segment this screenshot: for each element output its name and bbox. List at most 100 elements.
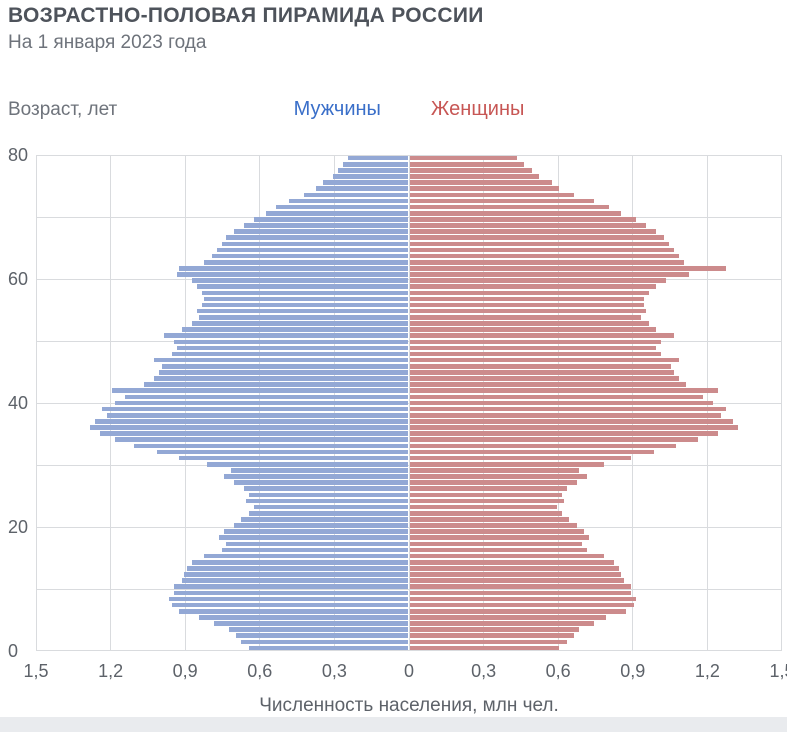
bar-women-age-41: [410, 394, 704, 400]
bar-men-age-35: [99, 431, 408, 436]
bar-women-age-62: [410, 266, 726, 271]
bar-women-age-28: [410, 474, 587, 479]
gridline-horizontal: [36, 155, 782, 156]
bar-women-age-70: [410, 217, 637, 222]
bar-women-age-7: [410, 602, 634, 608]
bar-women-age-18: [410, 535, 590, 541]
bar-men-age-40: [114, 400, 408, 406]
bar-men-age-56: [201, 302, 408, 308]
bar-men-age-39: [102, 406, 408, 412]
x-tick-label: 0: [403, 661, 415, 681]
bar-men-age-65: [216, 247, 408, 253]
bar-men-age-4: [214, 621, 408, 626]
bar-men-age-50: [174, 339, 408, 345]
bar-women-age-59: [410, 284, 657, 289]
bar-men-age-6: [179, 608, 408, 614]
gridline-horizontal: [36, 588, 782, 590]
bar-women-age-35: [410, 431, 719, 436]
bar-men-age-8: [169, 596, 408, 602]
bar-women-age-64: [410, 253, 679, 259]
x-tick-label: 1,2: [98, 661, 124, 681]
bar-men-age-73: [288, 198, 408, 204]
bar-women-age-77: [410, 174, 540, 179]
bar-women-age-71: [410, 210, 622, 216]
bar-men-age-7: [171, 602, 408, 608]
gridline-horizontal: [36, 526, 782, 528]
x-axis-caption: Численность населения, млн чел.: [259, 695, 559, 716]
bar-men-age-0: [248, 645, 408, 651]
bar-men-age-57: [204, 296, 408, 302]
bar-women-age-3: [410, 627, 580, 632]
bar-men-age-23: [253, 504, 408, 510]
bar-men-age-11: [181, 578, 408, 583]
gridline-horizontal: [36, 402, 782, 404]
x-tick-label: 0,3: [321, 661, 347, 681]
gridline-horizontal: [36, 464, 782, 466]
bar-men-age-76: [323, 180, 408, 185]
chart-title: ВОЗРАСТНО-ПОЛОВАЯ ПИРАМИДА РОССИИ: [8, 4, 484, 27]
bar-men-age-37: [94, 419, 408, 424]
legend: Мужчины Женщины: [36, 98, 782, 121]
x-tick-label: 1,5: [23, 661, 49, 681]
bar-women-age-30: [410, 461, 604, 467]
bar-men-age-24: [246, 498, 408, 504]
bar-men-age-26: [243, 486, 408, 492]
bar-men-age-28: [223, 474, 408, 479]
bar-women-age-73: [410, 198, 594, 204]
bar-men-age-78: [338, 168, 408, 173]
bar-men-age-12: [184, 572, 408, 577]
x-tick-label: 0,9: [172, 661, 198, 681]
bar-men-age-80: [348, 155, 408, 161]
bar-women-age-74: [410, 192, 575, 198]
bar-men-age-18: [219, 535, 408, 541]
bar-women-age-12: [410, 572, 622, 577]
bar-women-age-34: [410, 437, 699, 443]
bar-women-age-43: [410, 382, 687, 387]
bar-women-age-29: [410, 468, 580, 473]
bar-men-age-61: [176, 272, 408, 277]
bar-men-age-60: [191, 278, 408, 283]
bar-women-age-23: [410, 504, 557, 510]
bar-men-age-10: [174, 584, 408, 590]
chart-card: ВОЗРАСТНО-ПОЛОВАЯ ПИРАМИДА РОССИИ На 1 я…: [0, 0, 787, 717]
bar-men-age-17: [226, 541, 408, 547]
bar-women-age-13: [410, 566, 619, 571]
gridline-horizontal: [36, 216, 782, 218]
bar-women-age-75: [410, 186, 560, 192]
bar-women-age-49: [410, 345, 657, 351]
gridline-horizontal: [36, 650, 782, 651]
bar-women-age-72: [410, 204, 609, 210]
bar-women-age-21: [410, 517, 570, 522]
bar-men-age-15: [204, 553, 408, 559]
x-tick-label: 0,3: [471, 661, 497, 681]
bar-women-age-68: [410, 229, 657, 234]
bar-women-age-40: [410, 400, 714, 406]
bar-men-age-64: [211, 253, 408, 259]
bar-women-age-79: [410, 161, 525, 167]
bar-women-age-1: [410, 639, 567, 645]
bar-women-age-0: [410, 645, 560, 651]
gridline-horizontal: [36, 278, 782, 280]
bar-women-age-60: [410, 278, 667, 283]
bar-men-age-36: [89, 425, 408, 430]
bar-women-age-4: [410, 621, 594, 626]
bar-men-age-2: [236, 633, 408, 639]
x-tick-label: 0,6: [545, 661, 571, 681]
age-tick-label: 0: [8, 641, 19, 661]
bar-women-age-10: [410, 584, 632, 590]
bar-women-age-8: [410, 596, 637, 602]
bar-women-age-27: [410, 480, 577, 485]
bar-men-age-47: [154, 357, 408, 363]
bar-women-age-45: [410, 370, 674, 375]
bar-women-age-50: [410, 339, 662, 345]
bar-men-age-38: [107, 412, 408, 418]
bar-women-age-46: [410, 363, 672, 369]
bar-women-age-22: [410, 510, 562, 516]
bar-men-age-34: [114, 437, 408, 443]
bar-women-age-48: [410, 351, 662, 357]
bar-women-age-44: [410, 376, 679, 381]
bar-women-age-55: [410, 308, 647, 314]
bar-men-age-19: [223, 529, 408, 534]
bar-women-age-56: [410, 302, 644, 308]
bar-men-age-68: [233, 229, 408, 234]
